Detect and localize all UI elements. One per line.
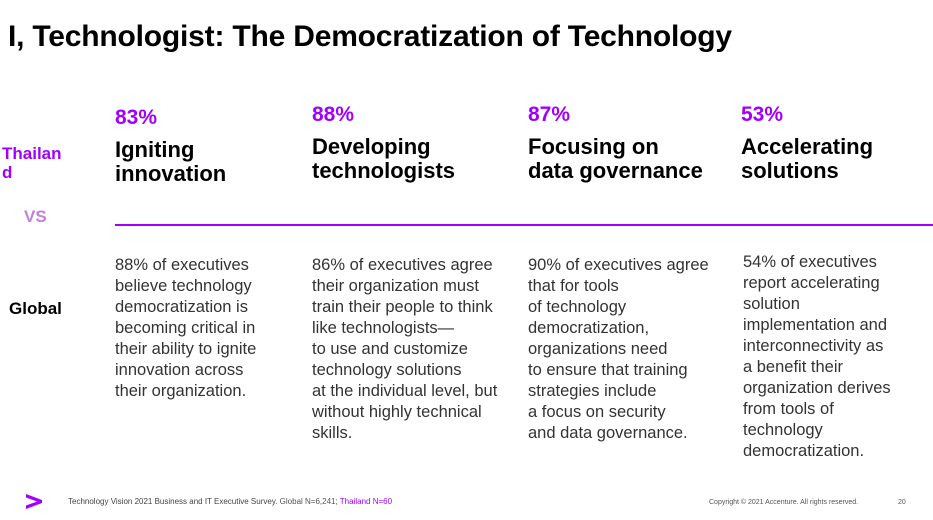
accenture-logo-icon	[26, 494, 42, 509]
heading-line: Igniting	[115, 137, 195, 162]
heading-line: Focusing on	[528, 134, 659, 159]
page-title: I, Technologist: The Democratization of …	[8, 20, 732, 53]
source-thailand-n: Thailand N=60	[339, 497, 393, 506]
thailand-percentage: 88%	[312, 103, 355, 126]
source-survey-name: Technology Vision 2021 Business and IT E…	[68, 497, 276, 506]
thailand-percentage: 83%	[115, 106, 158, 129]
copyright-text: Copyright © 2021 Accenture. All rights r…	[709, 499, 859, 506]
column-data-governance: 87% Focusing on data governance	[528, 103, 703, 183]
heading-line: solutions	[741, 158, 839, 183]
thailand-label: Thailan d	[2, 144, 72, 182]
page-number: 20	[898, 499, 906, 506]
heading-line: data governance	[528, 158, 703, 183]
column-developing-technologists: 88% Developing technologists	[312, 103, 455, 183]
column-heading: Developing technologists	[312, 135, 455, 183]
thailand-label-text: Thailan d	[2, 144, 62, 182]
column-heading: Igniting innovation	[115, 138, 226, 186]
vs-label: VS	[24, 207, 47, 226]
global-description: 90% of executives agree that for tools o…	[528, 256, 709, 442]
footer-source: Technology Vision 2021 Business and IT E…	[68, 497, 392, 506]
thailand-percentage: 87%	[528, 103, 571, 126]
column-accelerating-solutions: 53% Accelerating solutions	[741, 103, 873, 183]
column-igniting-innovation: 83% Igniting innovation	[115, 106, 226, 186]
thailand-percentage: 53%	[741, 103, 784, 126]
global-label: Global	[9, 299, 62, 318]
column-heading: Focusing on data governance	[528, 135, 703, 183]
column-heading: Accelerating solutions	[741, 135, 873, 183]
heading-line: Developing	[312, 134, 431, 159]
heading-line: innovation	[115, 161, 227, 186]
global-description: 86% of executives agree their organizati…	[312, 256, 498, 442]
global-description: 88% of executives believe technology dem…	[115, 256, 257, 400]
source-global-n: . Global N=6,241;	[275, 497, 340, 506]
heading-line: technologists	[312, 158, 456, 183]
section-divider	[115, 224, 933, 226]
heading-line: Accelerating	[741, 134, 874, 159]
global-description: 54% of executives report accelerating so…	[743, 253, 891, 460]
